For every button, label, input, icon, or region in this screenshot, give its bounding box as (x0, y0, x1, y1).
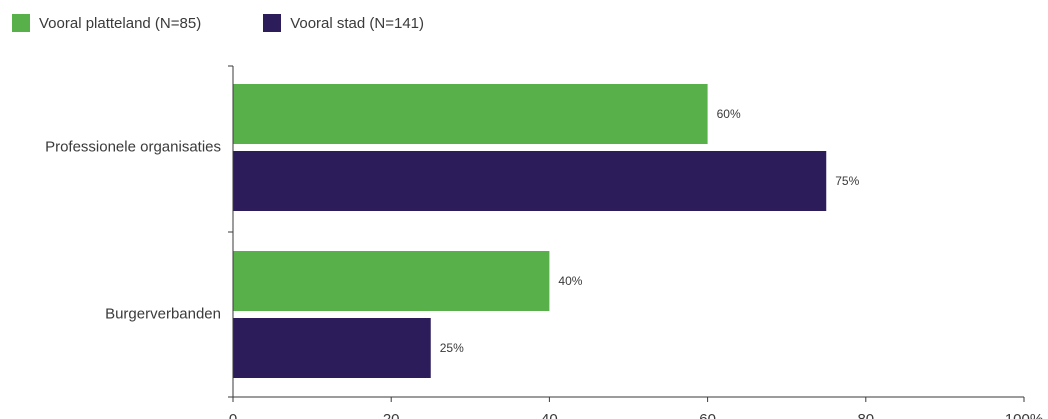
value-label-stad-1: 25% (440, 341, 464, 355)
legend-swatch-stad (263, 14, 282, 32)
x-tick-label-0: 0 (229, 411, 237, 419)
legend-swatch-platteland (12, 14, 30, 32)
legend-label-platteland: Vooral platteland (N=85) (39, 14, 202, 32)
legend-item-platteland: Vooral platteland (N=85) (12, 14, 201, 32)
value-label-platteland-1: 40% (558, 274, 582, 288)
x-tick-label-3: 60 (699, 411, 716, 419)
x-tick-label-2: 40 (541, 411, 558, 419)
bar-platteland-0 (233, 84, 708, 144)
legend-item-stad: Vooral stad (N=141) (263, 14, 424, 32)
value-label-platteland-0: 60% (717, 107, 741, 121)
bar-platteland-1 (233, 251, 550, 311)
bar-stad-1 (233, 318, 431, 378)
x-tick-label-1: 20 (383, 411, 400, 419)
x-tick-label-5: 100% (1005, 411, 1043, 419)
category-label-1: Burgerverbanden (105, 306, 221, 323)
legend-label-stad: Vooral stad (N=141) (290, 14, 425, 32)
value-label-stad-0: 75% (835, 174, 859, 188)
legend: Vooral platteland (N=85) Vooral stad (N=… (12, 14, 486, 32)
x-tick-label-4: 80 (857, 411, 874, 419)
category-label-0: Professionele organisaties (45, 139, 221, 156)
bar-stad-0 (233, 151, 827, 211)
